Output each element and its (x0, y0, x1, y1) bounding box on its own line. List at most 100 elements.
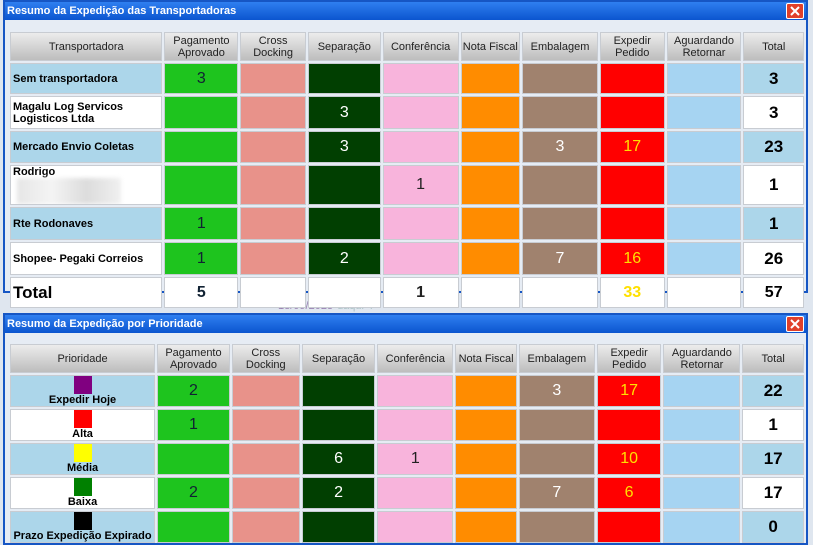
row-label: Baixa (10, 477, 156, 509)
column-header: Separação (301, 344, 376, 373)
cell-value: 23 (764, 137, 784, 156)
cell-value: 1 (416, 283, 426, 301)
cell-value: 2 (334, 484, 343, 501)
row-label: Shopee- Pegaki Correios (10, 242, 163, 275)
table-row: Prazo Expedição Expirado 0 (10, 511, 804, 543)
cell-value: 17 (623, 138, 642, 155)
count-cell (666, 207, 742, 240)
total-cell: 1 (742, 409, 804, 441)
count-cell (164, 96, 239, 129)
count-cell (231, 409, 300, 441)
count-cell (460, 242, 521, 275)
close-button[interactable] (786, 316, 804, 332)
priority-swatch (73, 410, 92, 428)
count-cell: 6 (596, 477, 662, 509)
cell-value: 16 (623, 249, 642, 267)
redacted-text (17, 178, 121, 204)
column-header: Nota Fiscal (455, 344, 517, 373)
count-cell (522, 96, 598, 129)
row-label: Expedir Hoje (10, 375, 156, 407)
count-cell (240, 207, 306, 240)
count-cell: 17 (599, 131, 665, 163)
row-label: Total (10, 277, 163, 308)
column-header: Aguardando Retornar (663, 344, 741, 373)
row-label: Magalu Log Servicos Logisticos Ltda (10, 96, 163, 129)
count-cell (382, 131, 459, 163)
total-cell: 3 (743, 63, 804, 94)
priority-swatch (73, 478, 92, 496)
count-cell (240, 96, 306, 129)
count-cell (157, 443, 230, 475)
count-cell (382, 96, 459, 129)
total-cell: 26 (743, 242, 804, 275)
count-cell (518, 443, 595, 475)
count-cell: 1 (382, 165, 459, 205)
cell-value: 26 (764, 248, 784, 268)
column-header: Nota Fiscal (460, 32, 521, 61)
count-cell (240, 165, 306, 205)
row-label: Alta (10, 409, 156, 441)
row-label: Rte Rodonaves (10, 207, 163, 240)
header-row: Transportadora Pagamento Aprovado Cross Do… (10, 32, 804, 61)
cell-value: 5 (196, 283, 206, 301)
count-cell (666, 131, 742, 163)
priority-swatch (73, 512, 92, 530)
priority-name: Média (66, 462, 99, 474)
cell-value: 1 (410, 450, 420, 467)
close-button[interactable] (786, 3, 804, 19)
count-cell (164, 165, 239, 205)
count-cell (663, 511, 741, 543)
count-cell (460, 207, 521, 240)
column-header: Pagamento Aprovado (157, 344, 230, 373)
count-cell (307, 165, 381, 205)
priority-swatch (73, 376, 92, 394)
window-title: Resumo da Expedição das Transportadoras (7, 5, 237, 17)
cell-value: 1 (189, 416, 198, 433)
count-cell (301, 375, 376, 407)
row-label: Sem transportadora (10, 63, 163, 94)
count-cell (231, 443, 300, 475)
column-header: Total (743, 32, 804, 61)
header-row: Prioridade Pagamento Aprovado Cross Dockin… (10, 344, 804, 373)
total-cell: 3 (743, 96, 804, 129)
column-header: Expedir Pedido (596, 344, 662, 373)
count-cell: 1 (157, 409, 230, 441)
count-cell (240, 242, 306, 275)
cell-value: 3 (555, 138, 565, 155)
count-cell: 3 (518, 375, 595, 407)
total-cell: 22 (742, 375, 804, 407)
count-cell (455, 511, 517, 543)
count-cell (518, 409, 595, 441)
count-cell (522, 207, 598, 240)
count-cell (240, 131, 306, 163)
count-cell (377, 375, 454, 407)
count-cell (382, 63, 459, 94)
carrier-name: Total (13, 282, 53, 302)
count-cell (240, 63, 306, 94)
column-header: Embalagem (518, 344, 595, 373)
count-cell (164, 131, 239, 163)
count-cell (666, 63, 742, 94)
count-cell (240, 277, 306, 308)
count-cell: 1 (164, 242, 239, 275)
table: Prioridade Pagamento Aprovado Cross Dockin… (8, 342, 806, 545)
cell-value: 6 (624, 484, 634, 501)
count-cell: 3 (164, 63, 239, 94)
column-header: Cross Docking (231, 344, 300, 373)
carrier-name: Mercado Envio Coletas (13, 141, 135, 153)
title-bar: Resumo da Expedição por Prioridade (5, 315, 806, 333)
priority-name: Baixa (67, 496, 98, 508)
total-cell: 0 (742, 511, 804, 543)
count-cell (599, 165, 665, 205)
count-cell: 17 (596, 375, 662, 407)
count-cell (599, 63, 665, 94)
count-cell (231, 477, 300, 509)
table-row: Mercado Envio Coletas 3 3 17 23 (10, 131, 804, 163)
count-cell: 7 (522, 242, 598, 275)
window-title: Resumo da Expedição por Prioridade (7, 318, 203, 330)
count-cell (455, 409, 517, 441)
cell-value: 6 (334, 450, 343, 467)
table-row: Rte Rodonaves 1 1 (10, 207, 804, 240)
count-cell (666, 96, 742, 129)
count-cell: 16 (599, 242, 665, 275)
